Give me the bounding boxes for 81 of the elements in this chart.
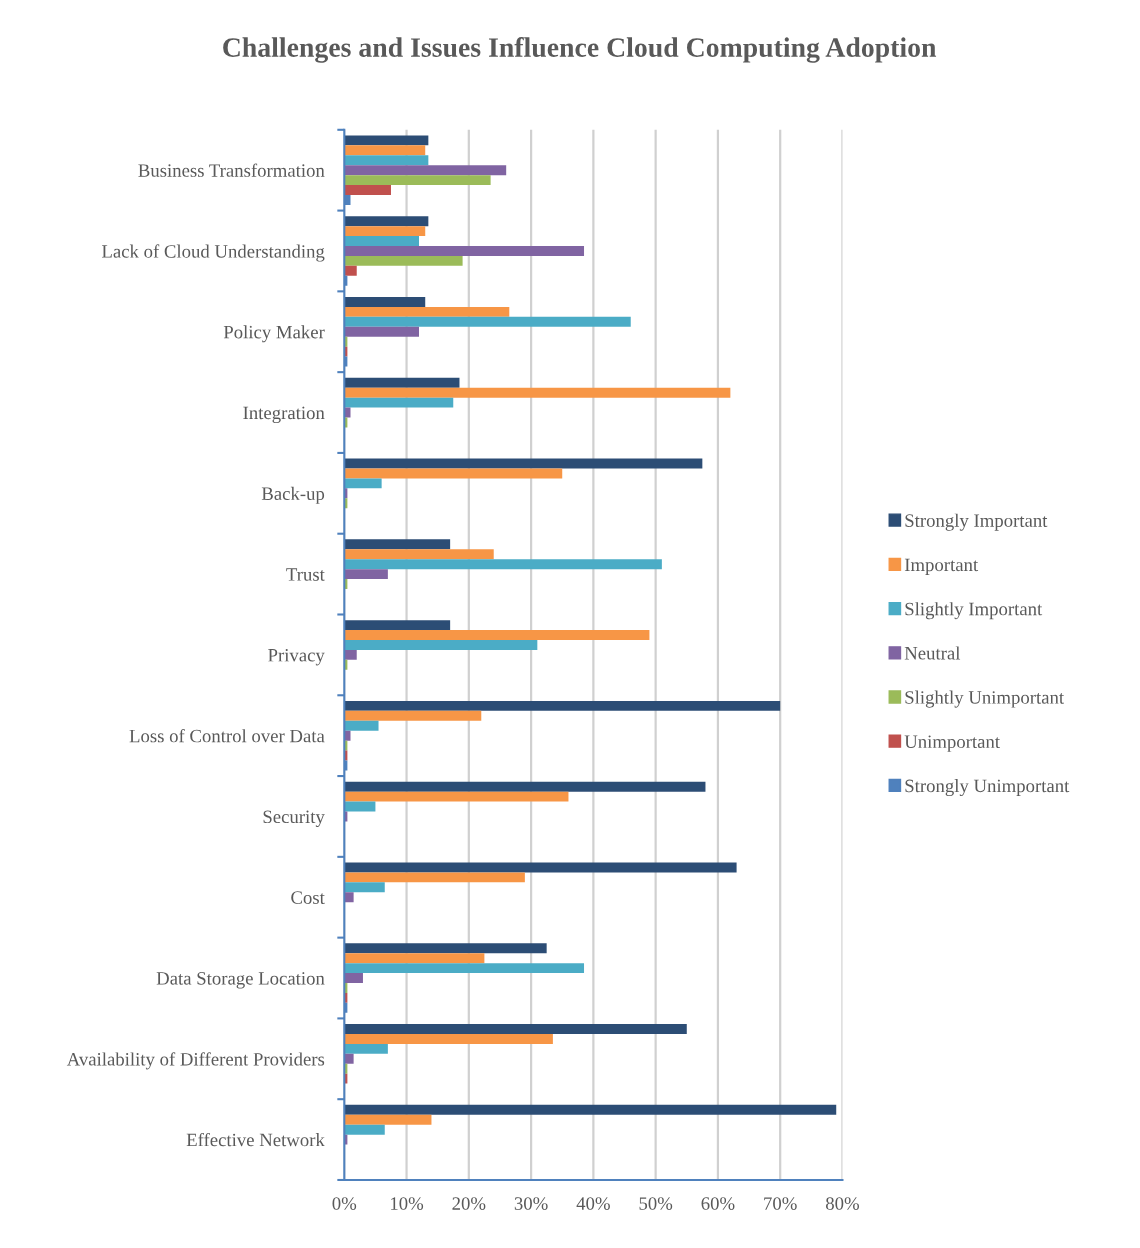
bar <box>344 265 357 276</box>
bar <box>344 185 391 195</box>
bar <box>344 175 491 186</box>
bar <box>344 720 379 731</box>
bar <box>344 1034 553 1044</box>
bar <box>344 1043 388 1054</box>
bar <box>344 226 426 237</box>
bar <box>344 620 451 631</box>
bar <box>344 963 585 974</box>
bar <box>344 216 429 227</box>
legend-label: Slightly Important <box>905 602 1043 620</box>
bar <box>344 882 385 893</box>
bar <box>344 559 662 570</box>
bar <box>344 155 429 166</box>
bar <box>344 640 538 650</box>
bar <box>344 569 388 580</box>
bar <box>344 246 585 256</box>
bar <box>344 478 382 489</box>
y-tick-label: Data Storage Location <box>156 972 325 989</box>
bar <box>344 458 703 469</box>
bar <box>344 377 460 388</box>
bar <box>344 135 429 146</box>
bar <box>344 1053 354 1064</box>
y-tick-label: Trust <box>286 568 325 581</box>
bar <box>344 630 650 640</box>
x-tick-label: 50% <box>639 1197 673 1210</box>
bar <box>344 165 507 176</box>
y-tick-label: Policy Maker <box>223 325 325 343</box>
bar <box>344 1114 432 1125</box>
legend-label: Strongly Important <box>905 513 1048 531</box>
bar <box>344 862 737 873</box>
y-tick-label: Privacy <box>268 648 325 666</box>
y-tick-label: Lack of Cloud Understanding <box>101 244 325 262</box>
bar <box>344 700 781 711</box>
x-tick-label: 10% <box>391 1197 424 1210</box>
bar <box>344 1024 687 1034</box>
y-tick-label: Effective Network <box>186 1132 325 1147</box>
y-tick-label: Back-up <box>261 486 325 504</box>
x-tick-label: 60% <box>701 1197 735 1210</box>
bar <box>344 953 485 964</box>
y-tick-label: Loss of Control over Data <box>129 728 325 743</box>
bar <box>344 468 563 479</box>
bar <box>344 236 420 247</box>
bar <box>344 649 357 660</box>
bar <box>344 387 731 398</box>
bar <box>344 297 426 307</box>
bar <box>344 316 631 327</box>
y-tick-label: Availability of Different Providers <box>66 1052 325 1070</box>
x-tick-label: 0% <box>332 1197 357 1210</box>
legend-label: Unimportant <box>904 735 1000 752</box>
legend-label: Slightly Unimportant <box>905 690 1065 708</box>
x-tick-label: 40% <box>576 1197 610 1210</box>
legend-label: Strongly Unimportant <box>905 779 1070 797</box>
x-tick-label: 20% <box>452 1197 486 1210</box>
y-tick-label: Integration <box>243 406 325 424</box>
y-tick-label: Business Transformation <box>138 163 325 177</box>
legend-label: Neutral <box>904 646 961 660</box>
chart-title: Challenges and Issues Influence Cloud Computing Adoption <box>223 37 937 63</box>
x-tick-label: 70% <box>764 1197 797 1210</box>
bar <box>344 892 354 903</box>
bar <box>344 791 569 802</box>
x-tick-label: 30% <box>514 1197 548 1210</box>
bar <box>344 781 706 792</box>
bar <box>344 1124 385 1135</box>
bar <box>344 973 363 983</box>
y-tick-label: Security <box>263 810 325 827</box>
x-tick-label: 80% <box>825 1197 860 1210</box>
bar <box>344 943 547 954</box>
bar <box>344 326 420 337</box>
bar <box>344 872 525 883</box>
bar <box>344 730 351 741</box>
bar <box>344 710 482 721</box>
y-tick-label: Cost <box>291 891 325 904</box>
bar <box>344 397 454 408</box>
bar <box>344 1104 837 1115</box>
bar <box>344 539 451 550</box>
bar <box>344 255 463 266</box>
legend-label: Important <box>904 558 979 575</box>
bar <box>344 145 426 156</box>
bar <box>344 306 510 317</box>
bar <box>344 549 494 560</box>
